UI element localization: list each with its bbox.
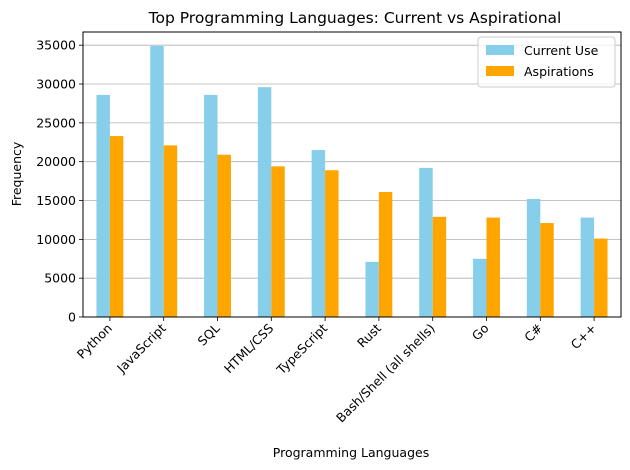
bar-current-use xyxy=(311,150,326,317)
y-axis-ticks: 0 5000 10000 15000 20000 25000 30000 35000 xyxy=(36,38,83,325)
x-tick-label: Bash/Shell (all shells) xyxy=(333,321,438,426)
y-tick-label: 20000 xyxy=(36,154,76,169)
x-tick-label: JavaScript xyxy=(113,320,169,376)
bar-current-use xyxy=(96,94,110,317)
bar-aspirations xyxy=(432,216,447,317)
bar-current-use xyxy=(473,258,487,317)
bar-current-use xyxy=(526,198,541,317)
bars xyxy=(96,45,608,318)
bar-current-use xyxy=(419,167,433,317)
y-tick-label: 35000 xyxy=(36,38,76,53)
bar-aspirations xyxy=(163,145,178,317)
bar-current-use xyxy=(204,94,218,317)
x-tick-label: C++ xyxy=(568,321,600,353)
y-tick-label: 15000 xyxy=(36,193,76,208)
y-tick-label: 10000 xyxy=(36,232,76,247)
y-axis-label: Frequency xyxy=(9,141,24,206)
bar-aspirations xyxy=(486,217,500,317)
x-tick-label: C# xyxy=(521,321,545,345)
bar-current-use xyxy=(257,87,272,318)
bar-aspirations xyxy=(594,238,608,317)
bar-aspirations xyxy=(378,191,393,317)
chart-title: Top Programming Languages: Current vs As… xyxy=(148,9,562,27)
y-tick-label: 0 xyxy=(68,310,76,325)
legend-swatch xyxy=(486,66,514,76)
x-tick-label: Python xyxy=(74,321,115,362)
x-tick-label: Rust xyxy=(354,320,384,350)
legend: Current Use Aspirations xyxy=(477,36,616,88)
x-tick-label: SQL xyxy=(195,320,223,348)
bar-current-use xyxy=(580,217,595,317)
y-tick-label: 30000 xyxy=(36,77,76,92)
y-tick-label: 25000 xyxy=(36,115,76,130)
legend-entry: Current Use xyxy=(524,43,599,58)
y-tick-label: 5000 xyxy=(44,271,76,286)
legend-entry: Aspirations xyxy=(524,64,594,79)
bar-aspirations xyxy=(325,170,339,317)
x-tick-label: Go xyxy=(469,321,492,344)
bar-current-use xyxy=(365,261,379,317)
bar-aspirations xyxy=(109,136,124,317)
bar-aspirations xyxy=(217,154,231,317)
bar-current-use xyxy=(150,45,164,317)
x-tick-label: TypeScript xyxy=(273,320,330,377)
bar-aspirations xyxy=(540,223,554,317)
plot-frame xyxy=(82,31,622,318)
x-axis-label: Programming Languages xyxy=(273,445,429,460)
bar-aspirations xyxy=(271,166,285,317)
legend-swatch xyxy=(486,45,514,55)
x-tick-label: HTML/CSS xyxy=(221,320,277,376)
